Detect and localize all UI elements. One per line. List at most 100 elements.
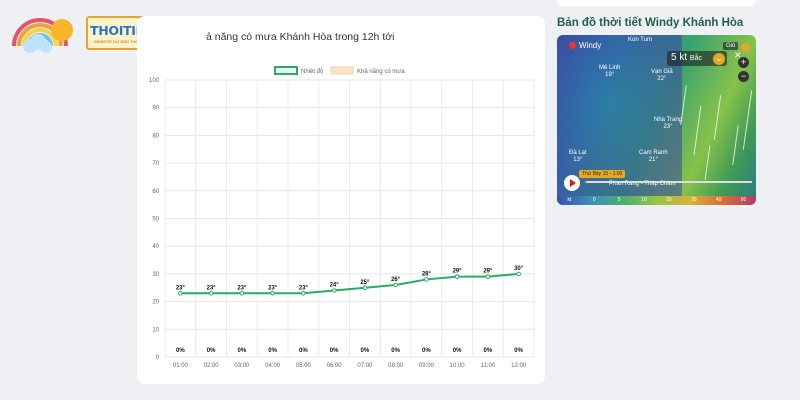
place-label: Đà Lạt 13° bbox=[569, 150, 587, 163]
temperature-data-label: 24° bbox=[330, 283, 340, 289]
chart-legend: Nhiệt độ Khả năng có mưa bbox=[274, 66, 405, 75]
x-tick-label: 11:00 bbox=[481, 363, 496, 369]
temperature-data-label: 23° bbox=[207, 285, 217, 291]
rain-data-label: 0% bbox=[207, 348, 216, 354]
x-tick-label: 01:00 bbox=[173, 363, 189, 369]
temperature-data-label: 29° bbox=[483, 269, 493, 275]
time-label: Thứ Bảy 15 - 1:00 bbox=[579, 170, 626, 178]
layer-label[interactable]: Gió bbox=[723, 42, 739, 50]
place-label: Kon Tum bbox=[628, 37, 653, 43]
temperature-line bbox=[180, 272, 519, 295]
temperature-data-label: 26° bbox=[391, 277, 401, 283]
y-tick-label: 50 bbox=[152, 217, 159, 223]
x-tick-label: 02:00 bbox=[204, 363, 220, 369]
legend-swatch bbox=[274, 66, 298, 75]
y-tick-label: 90 bbox=[152, 106, 159, 112]
timeline-progress bbox=[585, 181, 587, 183]
temperature-point bbox=[301, 290, 306, 296]
place-label: Vạn Giã 22° bbox=[651, 69, 673, 82]
temperature-data-label: 30° bbox=[514, 266, 524, 272]
chart-series: 23° 23° 23° 23° 23° 24° 25° 26° 28° 29° 29° 30° 0% 0%… bbox=[176, 266, 524, 354]
y-tick-label: 80 bbox=[152, 133, 159, 139]
x-tick-label: 06:00 bbox=[327, 363, 343, 369]
temperature-point bbox=[331, 288, 337, 293]
rain-data-label: 0% bbox=[238, 348, 247, 354]
wind-streak bbox=[693, 105, 702, 155]
close-icon[interactable]: ✕ bbox=[734, 50, 742, 60]
legend-label: Khả năng có mưa bbox=[357, 69, 405, 75]
temperature-data-label: 23° bbox=[268, 285, 278, 291]
y-tick-label: 70 bbox=[152, 161, 159, 167]
wind-streak bbox=[732, 125, 739, 165]
rain-data-label: 0% bbox=[299, 348, 308, 354]
map-section-title: Bản đồ thời tiết Windy Khánh Hòa bbox=[557, 17, 744, 29]
temperature-data-label: 29° bbox=[453, 269, 463, 275]
x-tick-label: 03:00 bbox=[234, 363, 250, 369]
place-label: Nha Trang 23° bbox=[654, 117, 683, 130]
chart-grid bbox=[164, 79, 535, 358]
y-axis: 0 10 20 30 40 50 60 70 80 90 100 bbox=[149, 78, 160, 361]
temperature-point bbox=[454, 274, 460, 279]
rain-data-label: 0% bbox=[330, 348, 339, 354]
temperature-point bbox=[424, 277, 429, 282]
wind-readout: 5 kt Bắc bbox=[667, 51, 727, 66]
legend-label: Nhiệt độ bbox=[301, 69, 324, 75]
rain-data-label: 0% bbox=[484, 348, 493, 354]
y-tick-label: 100 bbox=[149, 78, 160, 84]
x-tick-label: 09:00 bbox=[419, 363, 435, 369]
rain-data-label: 0% bbox=[176, 348, 185, 354]
temperature-data-label: 23° bbox=[237, 285, 247, 291]
x-tick-label: 10:00 bbox=[450, 363, 466, 369]
card-title: ả năng có mưa Khánh Hòa trong 12h tới bbox=[206, 31, 395, 43]
rain-data-label: 0% bbox=[268, 348, 277, 354]
temperature-data-label: 23° bbox=[176, 285, 186, 291]
temperature-point bbox=[208, 290, 214, 296]
y-tick-label: 10 bbox=[152, 327, 159, 333]
rain-data-label: 0% bbox=[453, 348, 462, 354]
wind-streak bbox=[704, 145, 711, 180]
wind-streak bbox=[713, 95, 722, 140]
windy-logo[interactable]: Windy bbox=[569, 41, 601, 50]
forecast-chart: Nhiệt độ Khả năng có mưa 0 10 20 30 40 50 60 70 8… bbox=[149, 66, 535, 369]
zoom-out-button[interactable]: − bbox=[738, 71, 749, 82]
place-label: Mê Linh 19° bbox=[599, 65, 621, 78]
y-tick-label: 40 bbox=[152, 244, 159, 250]
rain-data-label: 0% bbox=[361, 348, 370, 354]
x-tick-label: 04:00 bbox=[265, 363, 281, 369]
x-tick-label: 05:00 bbox=[296, 363, 312, 369]
legend-swatch bbox=[330, 66, 354, 75]
rain-data-label: 0% bbox=[514, 348, 523, 354]
zoom-in-button[interactable]: + bbox=[738, 57, 749, 68]
logo-mascot-icon bbox=[12, 18, 73, 53]
x-tick-label: 12:00 bbox=[511, 363, 527, 369]
temperature-point bbox=[270, 290, 275, 296]
rain-data-label: 0% bbox=[391, 348, 400, 354]
play-button[interactable] bbox=[564, 175, 580, 191]
windy-map[interactable]: Windy Gió ✕ + − 5 kt Bắc ⌄ Kon Tum Mê Li… bbox=[557, 35, 756, 205]
temperature-point bbox=[516, 271, 521, 277]
layer-icon[interactable] bbox=[741, 43, 750, 52]
place-label: Cam Ranh 21° bbox=[639, 150, 668, 163]
y-tick-label: 60 bbox=[152, 189, 159, 195]
brand-tagline: WEBSITE DỰ BÁO THỜI TIẾT HÔM NAY bbox=[94, 39, 170, 44]
windy-icon bbox=[569, 42, 576, 49]
temperature-point bbox=[485, 274, 491, 279]
chevron-down-icon[interactable]: ⌄ bbox=[713, 53, 725, 65]
wind-streak bbox=[742, 90, 753, 150]
y-tick-label: 0 bbox=[156, 355, 160, 361]
temperature-data-label: 23° bbox=[299, 285, 309, 291]
rain-data-label: 0% bbox=[422, 348, 431, 354]
y-tick-label: 20 bbox=[152, 300, 159, 306]
wind-scale: kt 0 5 10 20 30 40 60 bbox=[557, 196, 756, 205]
temperature-data-label: 25° bbox=[360, 280, 370, 286]
temperature-point bbox=[362, 285, 368, 291]
temperature-point bbox=[393, 282, 398, 288]
temperature-data-label: 28° bbox=[422, 271, 432, 277]
top-widget-edge bbox=[557, 0, 756, 6]
y-tick-label: 30 bbox=[152, 272, 159, 278]
place-label: Phan Rang - Tháp Chàm bbox=[609, 181, 676, 187]
timeline-slider[interactable] bbox=[585, 181, 752, 183]
temperature-point bbox=[239, 290, 245, 296]
temperature-point bbox=[178, 290, 183, 296]
x-axis: 01:00 02:00 03:00 04:00 05:00 06:00 07:00 08:00… bbox=[173, 363, 527, 369]
